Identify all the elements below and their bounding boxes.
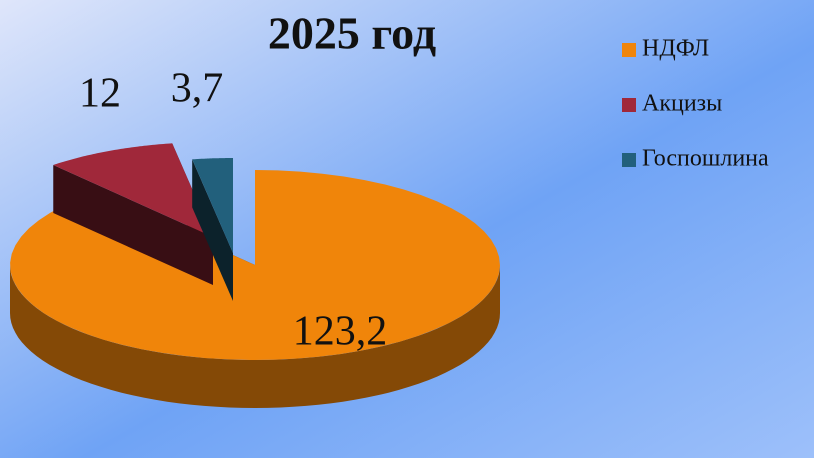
legend-label: Госпошлина	[642, 146, 769, 172]
data-label: 12	[79, 71, 121, 117]
chart-title: 2025 год	[268, 8, 436, 59]
legend-label: НДФЛ	[642, 36, 709, 62]
slice-top	[53, 143, 213, 237]
slice-side	[192, 159, 233, 301]
legend-swatch	[622, 153, 636, 167]
data-label: 123,2	[293, 309, 388, 355]
legend-label: Акцизы	[642, 91, 722, 117]
data-label: 3,7	[171, 66, 224, 112]
slice	[192, 158, 233, 301]
slice	[53, 143, 213, 285]
slice-top	[192, 158, 233, 253]
slice-side	[53, 164, 213, 285]
slice-wall	[10, 265, 500, 408]
legend-swatch	[622, 43, 636, 57]
legend-swatch	[622, 98, 636, 112]
